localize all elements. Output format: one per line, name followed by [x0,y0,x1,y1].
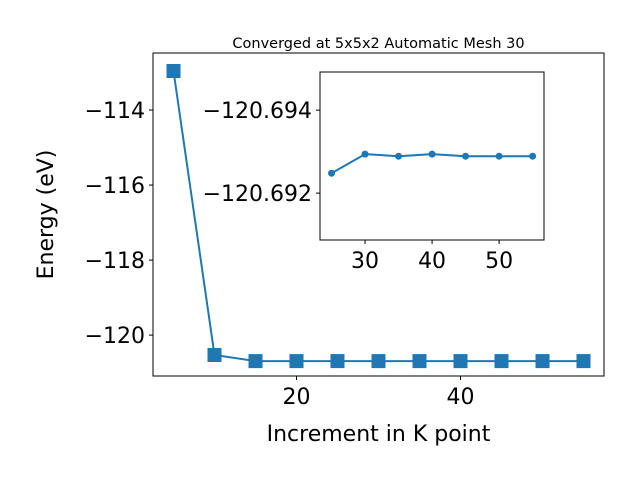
y-tick-label: −120 [85,324,145,349]
marker [330,354,345,369]
x-tick-label: 20 [283,385,311,410]
chart-title: Converged at 5x5x2 Automatic Mesh 30 [232,36,524,52]
marker [248,354,263,369]
y-tick-label: −120.694 [203,99,312,124]
x-tick-label: 50 [485,249,513,274]
marker [207,347,222,362]
x-tick-label: 40 [418,249,446,274]
marker [529,152,537,160]
marker [453,354,468,369]
marker [166,64,181,79]
x-tick-label: 30 [351,249,379,274]
x-axis-label: Increment in K point [267,422,491,447]
y-tick-label: −118 [85,249,145,274]
y-tick-label: −116 [85,174,145,199]
marker [371,354,386,369]
marker [535,354,550,369]
marker [494,354,509,369]
marker [289,354,304,369]
marker [428,150,436,158]
marker [328,169,336,177]
y-tick-label: −120.692 [203,182,312,207]
marker [462,152,470,160]
marker [361,150,369,158]
y-tick-label: −114 [85,99,145,124]
marker [395,152,403,160]
marker [576,354,591,369]
x-tick-label: 40 [447,385,475,410]
y-axis-label: Energy (eV) [34,150,59,280]
marker [495,152,503,160]
marker [412,354,427,369]
